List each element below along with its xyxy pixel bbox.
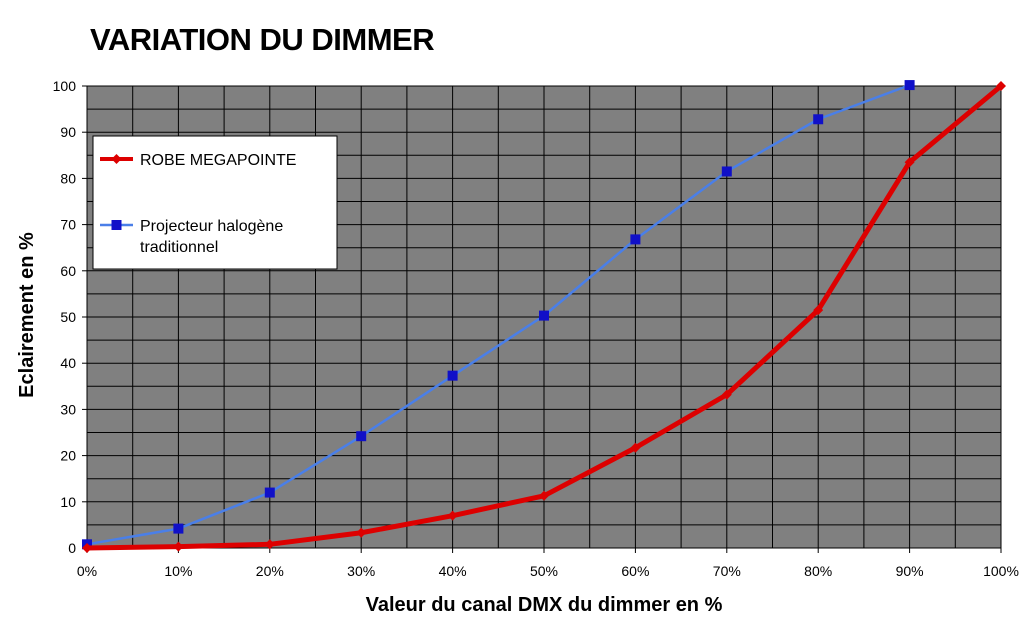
legend-label-halogene: Projecteur halogène traditionnel	[140, 218, 283, 256]
x-tick-label: 20%	[256, 563, 284, 579]
legend-marker-halogene	[111, 220, 122, 230]
data-point	[173, 541, 184, 552]
chart-title: VARIATION DU DIMMER	[90, 22, 435, 57]
data-point	[356, 431, 367, 442]
data-point	[630, 442, 641, 453]
y-tick-label: 80	[60, 170, 76, 186]
x-tick-label: 0%	[77, 563, 97, 579]
x-axis-ticks: 0% 10% 20% 30% 40% 50% 60% 70% 80% 90% 100%	[77, 548, 1019, 579]
data-point	[447, 370, 458, 381]
y-tick-label: 30	[60, 401, 76, 417]
y-tick-label: 10	[60, 494, 76, 510]
data-point	[539, 310, 549, 321]
legend-label-robe-megapointe: ROBE MEGAPOINTE	[140, 152, 296, 169]
legend-label-line: Projecteur halogène	[140, 218, 283, 235]
data-point	[447, 510, 458, 521]
data-point	[82, 543, 92, 553]
legend-box	[92, 135, 338, 270]
data-point	[356, 527, 367, 538]
data-point	[539, 490, 549, 501]
y-tick-label: 20	[60, 448, 76, 464]
y-axis-title: Eclairement en %	[16, 232, 38, 398]
data-point	[264, 539, 275, 550]
legend-marker-robe-megapointe	[111, 154, 122, 164]
x-tick-label: 90%	[896, 563, 924, 579]
data-point	[904, 80, 915, 91]
data-point	[904, 157, 915, 168]
y-axis-ticks: 0 10 20 30 40 50 60 70 80 90 100	[53, 78, 87, 556]
x-tick-label: 80%	[804, 563, 832, 579]
data-point	[173, 523, 184, 534]
x-tick-label: 100%	[983, 563, 1019, 579]
x-tick-label: 30%	[347, 563, 375, 579]
data-point	[996, 81, 1006, 91]
x-tick-label: 70%	[713, 563, 741, 579]
y-tick-label: 0	[68, 540, 76, 556]
data-point	[721, 389, 732, 400]
x-tick-label: 10%	[164, 563, 192, 579]
y-tick-label: 50	[60, 309, 76, 325]
legend: ROBE MEGAPOINTE Projecteur halogène tradit…	[92, 135, 338, 270]
data-point	[721, 166, 732, 177]
y-tick-label: 40	[60, 355, 76, 371]
y-tick-label: 60	[60, 263, 76, 279]
x-tick-label: 50%	[530, 563, 558, 579]
series-layer	[82, 80, 1006, 553]
y-tick-label: 90	[60, 124, 76, 140]
data-point	[264, 487, 275, 498]
x-tick-label: 60%	[621, 563, 649, 579]
x-tick-label: 40%	[439, 563, 467, 579]
data-point	[813, 305, 824, 316]
x-axis-title: Valeur du canal DMX du dimmer en %	[366, 594, 723, 616]
legend-items: ROBE MEGAPOINTE Projecteur halogène tradit…	[100, 152, 296, 256]
legend-label-line: traditionnel	[140, 239, 218, 256]
series-robe-megapointe	[82, 81, 1006, 553]
series-line	[85, 83, 911, 546]
data-point	[813, 114, 824, 125]
data-point	[630, 234, 641, 245]
y-tick-label: 100	[53, 78, 77, 94]
y-tick-label: 70	[60, 217, 76, 233]
